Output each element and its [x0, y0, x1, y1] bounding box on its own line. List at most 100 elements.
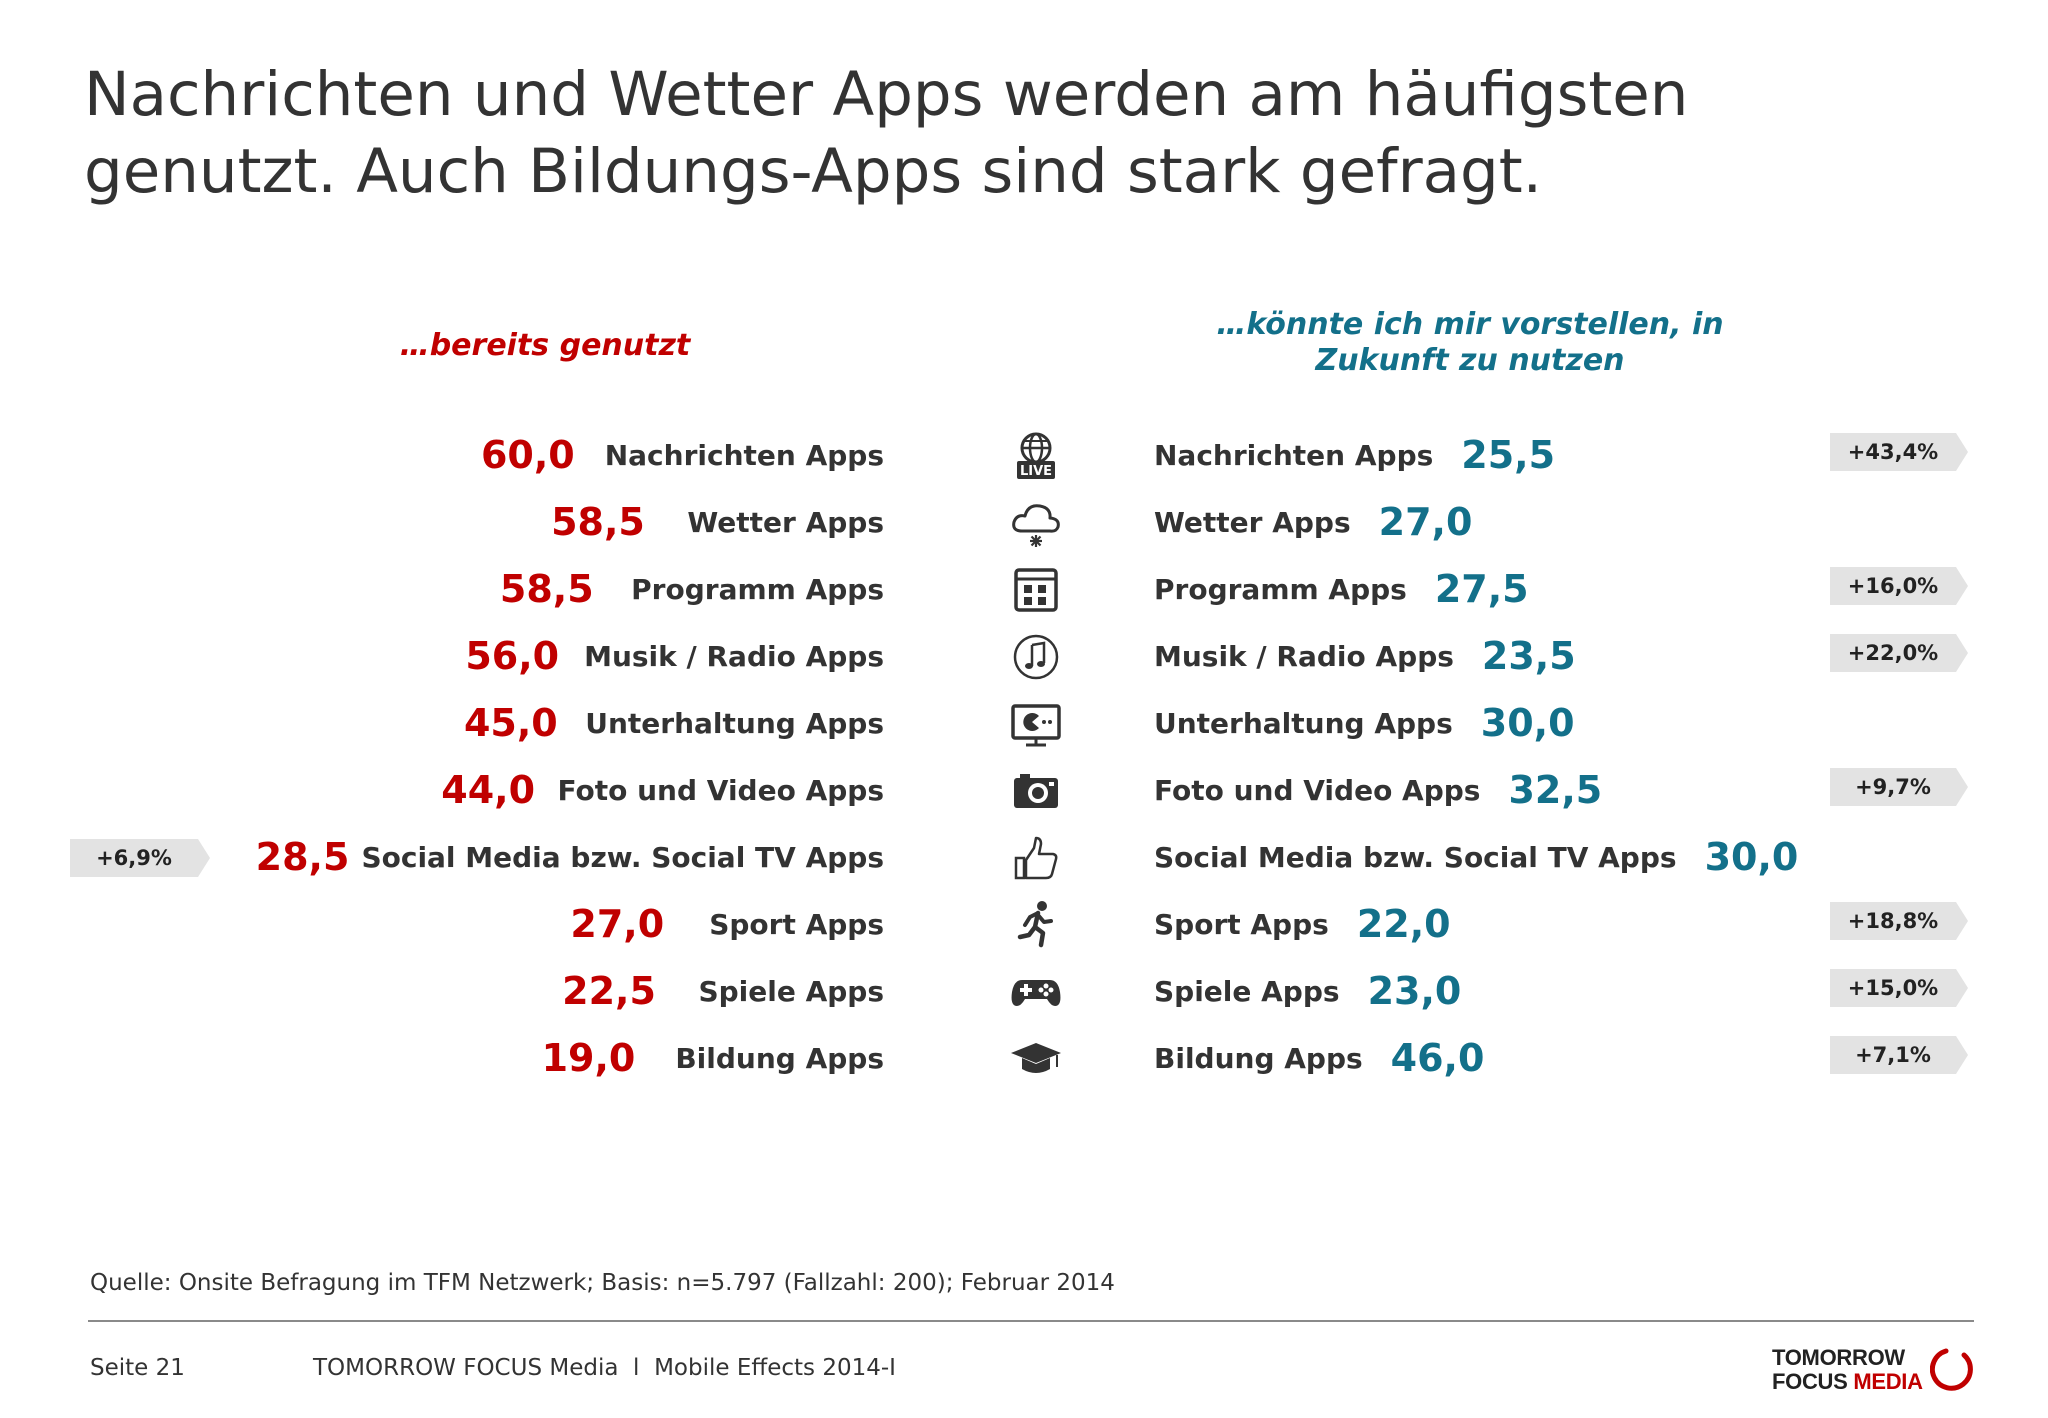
- footer-divider: [88, 1320, 1974, 1322]
- change-badge: +15,0%: [1830, 969, 1968, 1007]
- camera-icon: [1008, 763, 1064, 819]
- future-entry: Programm Apps 27,5: [1154, 559, 1529, 619]
- future-category-label: Bildung Apps: [1154, 1041, 1363, 1075]
- future-entry: Sport Apps 22,0: [1154, 894, 1451, 954]
- logo-line-2a: FOCUS: [1772, 1369, 1854, 1394]
- used-entry: 58,5 Programm Apps: [500, 559, 884, 619]
- change-badge: +16,0%: [1830, 567, 1968, 605]
- future-entry: Wetter Apps 27,0: [1154, 492, 1472, 552]
- used-category-label: Sport Apps: [709, 907, 884, 941]
- table-row: 56,0 Musik / Radio Apps Musik / Radio Apps…: [0, 626, 2048, 686]
- used-entry: 22,5 Spiele Apps: [562, 961, 884, 1021]
- table-row: 60,0 Nachrichten Apps LIVE Nachrichten Apps…: [0, 425, 2048, 485]
- change-badge: +6,9%: [70, 839, 210, 877]
- used-entry: 45,0 Unterhaltung Apps: [464, 693, 884, 753]
- used-value: 22,5: [562, 969, 656, 1013]
- used-value: 27,0: [570, 902, 665, 946]
- globe-live-icon: LIVE: [1008, 428, 1064, 484]
- gamepad-icon: [1008, 964, 1064, 1020]
- used-entry: 58,5 Wetter Apps: [551, 492, 884, 552]
- used-category-label: Programm Apps: [631, 572, 884, 606]
- publication-name: TOMORROW FOCUS Media l Mobile Effects 20…: [313, 1355, 896, 1381]
- calendar-icon: [1008, 562, 1064, 618]
- tomorrow-focus-media-logo: TOMORROW FOCUS MEDIA: [1770, 1345, 1980, 1401]
- runner-icon: [1008, 897, 1064, 953]
- future-entry: Foto und Video Apps 32,5: [1154, 760, 1602, 820]
- used-category-label: Nachrichten Apps: [604, 438, 884, 472]
- used-category-label: Foto und Video Apps: [557, 773, 884, 807]
- used-entry: 19,0 Bildung Apps: [542, 1028, 884, 1088]
- future-entry: Musik / Radio Apps 23,5: [1154, 626, 1576, 686]
- source-note: Quelle: Onsite Befragung im TFM Netzwerk…: [90, 1270, 1115, 1296]
- future-entry: Bildung Apps 46,0: [1154, 1028, 1484, 1088]
- future-value: 32,5: [1508, 768, 1603, 812]
- future-entry: Nachrichten Apps 25,5: [1154, 425, 1555, 485]
- used-value: 58,5: [499, 567, 594, 611]
- right-column-header: …könnte ich mir vorstellen, in Zukunft z…: [1216, 307, 1724, 378]
- future-value: 25,5: [1461, 433, 1556, 477]
- table-row: 22,5 Spiele Apps Spiele Apps 23,0 +15,0%: [0, 961, 2048, 1021]
- used-value: 58,5: [551, 500, 645, 544]
- change-badge: +22,0%: [1830, 634, 1968, 672]
- used-category-label: Musik / Radio Apps: [584, 639, 884, 673]
- used-category-label: Unterhaltung Apps: [585, 706, 884, 740]
- future-entry: Unterhaltung Apps 30,0: [1154, 693, 1575, 753]
- graduation-cap-icon: [1008, 1031, 1064, 1087]
- used-entry: 28,5 Social Media bzw. Social TV Apps: [256, 827, 884, 887]
- future-value: 30,0: [1704, 835, 1799, 879]
- future-entry: Social Media bzw. Social TV Apps 30,0: [1154, 827, 1798, 887]
- change-badge: +43,4%: [1830, 433, 1968, 471]
- used-entry: 27,0 Sport Apps: [570, 894, 884, 954]
- future-value: 30,0: [1480, 701, 1575, 745]
- left-column-header: …bereits genutzt: [399, 328, 691, 363]
- table-row: 58,5 Programm Apps Programm Apps 27,5 +16,0%: [0, 559, 2048, 619]
- table-row: 58,5 Wetter Apps Wetter Apps 27,0: [0, 492, 2048, 552]
- used-entry: 56,0 Musik / Radio Apps: [465, 626, 884, 686]
- future-value: 23,5: [1481, 634, 1576, 678]
- page-title: Nachrichten und Wetter Apps werden am hä…: [84, 59, 1689, 207]
- logo-ring-icon: [1930, 1348, 1973, 1391]
- change-badge: +7,1%: [1830, 1036, 1968, 1074]
- future-category-label: Nachrichten Apps: [1154, 438, 1434, 472]
- future-category-label: Musik / Radio Apps: [1154, 639, 1454, 673]
- logo-line-1: TOMORROW: [1772, 1345, 1905, 1370]
- used-category-label: Social Media bzw. Social TV Apps: [361, 840, 884, 874]
- table-row: 44,0 Foto und Video Apps Foto und Video Ap…: [0, 760, 2048, 820]
- future-value: 27,5: [1434, 567, 1529, 611]
- table-row: 19,0 Bildung Apps Bildung Apps 46,0 +7,1%: [0, 1028, 2048, 1088]
- table-row: 28,5 Social Media bzw. Social TV Apps Soci…: [0, 827, 2048, 887]
- used-value: 28,5: [255, 835, 350, 879]
- used-category-label: Spiele Apps: [698, 974, 884, 1008]
- thumbs-up-icon: [1008, 830, 1064, 886]
- change-badge: +18,8%: [1830, 902, 1968, 940]
- tv-pacman-icon: [1008, 696, 1064, 752]
- logo-line-2b: MEDIA: [1853, 1369, 1923, 1394]
- future-category-label: Foto und Video Apps: [1154, 773, 1481, 807]
- used-entry: 60,0 Nachrichten Apps: [481, 425, 884, 485]
- used-value: 44,0: [441, 768, 536, 812]
- cloud-icon: [1008, 495, 1064, 551]
- future-value: 27,0: [1378, 500, 1473, 544]
- page-number: Seite 21: [90, 1355, 185, 1381]
- svg-text:LIVE: LIVE: [1020, 464, 1052, 479]
- table-row: 27,0 Sport Apps Sport Apps 22,0 +18,8%: [0, 894, 2048, 954]
- used-value: 19,0: [541, 1036, 636, 1080]
- change-badge: +9,7%: [1830, 768, 1968, 806]
- used-entry: 44,0 Foto und Video Apps: [441, 760, 884, 820]
- future-value: 22,0: [1356, 902, 1451, 946]
- music-note-icon: [1008, 629, 1064, 685]
- used-category-label: Wetter Apps: [687, 505, 884, 539]
- future-entry: Spiele Apps 23,0: [1154, 961, 1461, 1021]
- future-category-label: Unterhaltung Apps: [1154, 706, 1453, 740]
- future-value: 46,0: [1390, 1036, 1485, 1080]
- future-category-label: Wetter Apps: [1154, 505, 1351, 539]
- future-category-label: Social Media bzw. Social TV Apps: [1154, 840, 1677, 874]
- future-category-label: Spiele Apps: [1154, 974, 1340, 1008]
- future-category-label: Programm Apps: [1154, 572, 1407, 606]
- used-value: 56,0: [465, 634, 560, 678]
- used-value: 45,0: [463, 701, 558, 745]
- future-category-label: Sport Apps: [1154, 907, 1329, 941]
- logo-line-2: FOCUS MEDIA: [1772, 1369, 1923, 1395]
- table-row: 45,0 Unterhaltung Apps Unterhaltung Apps 30…: [0, 693, 2048, 753]
- used-value: 60,0: [480, 433, 575, 477]
